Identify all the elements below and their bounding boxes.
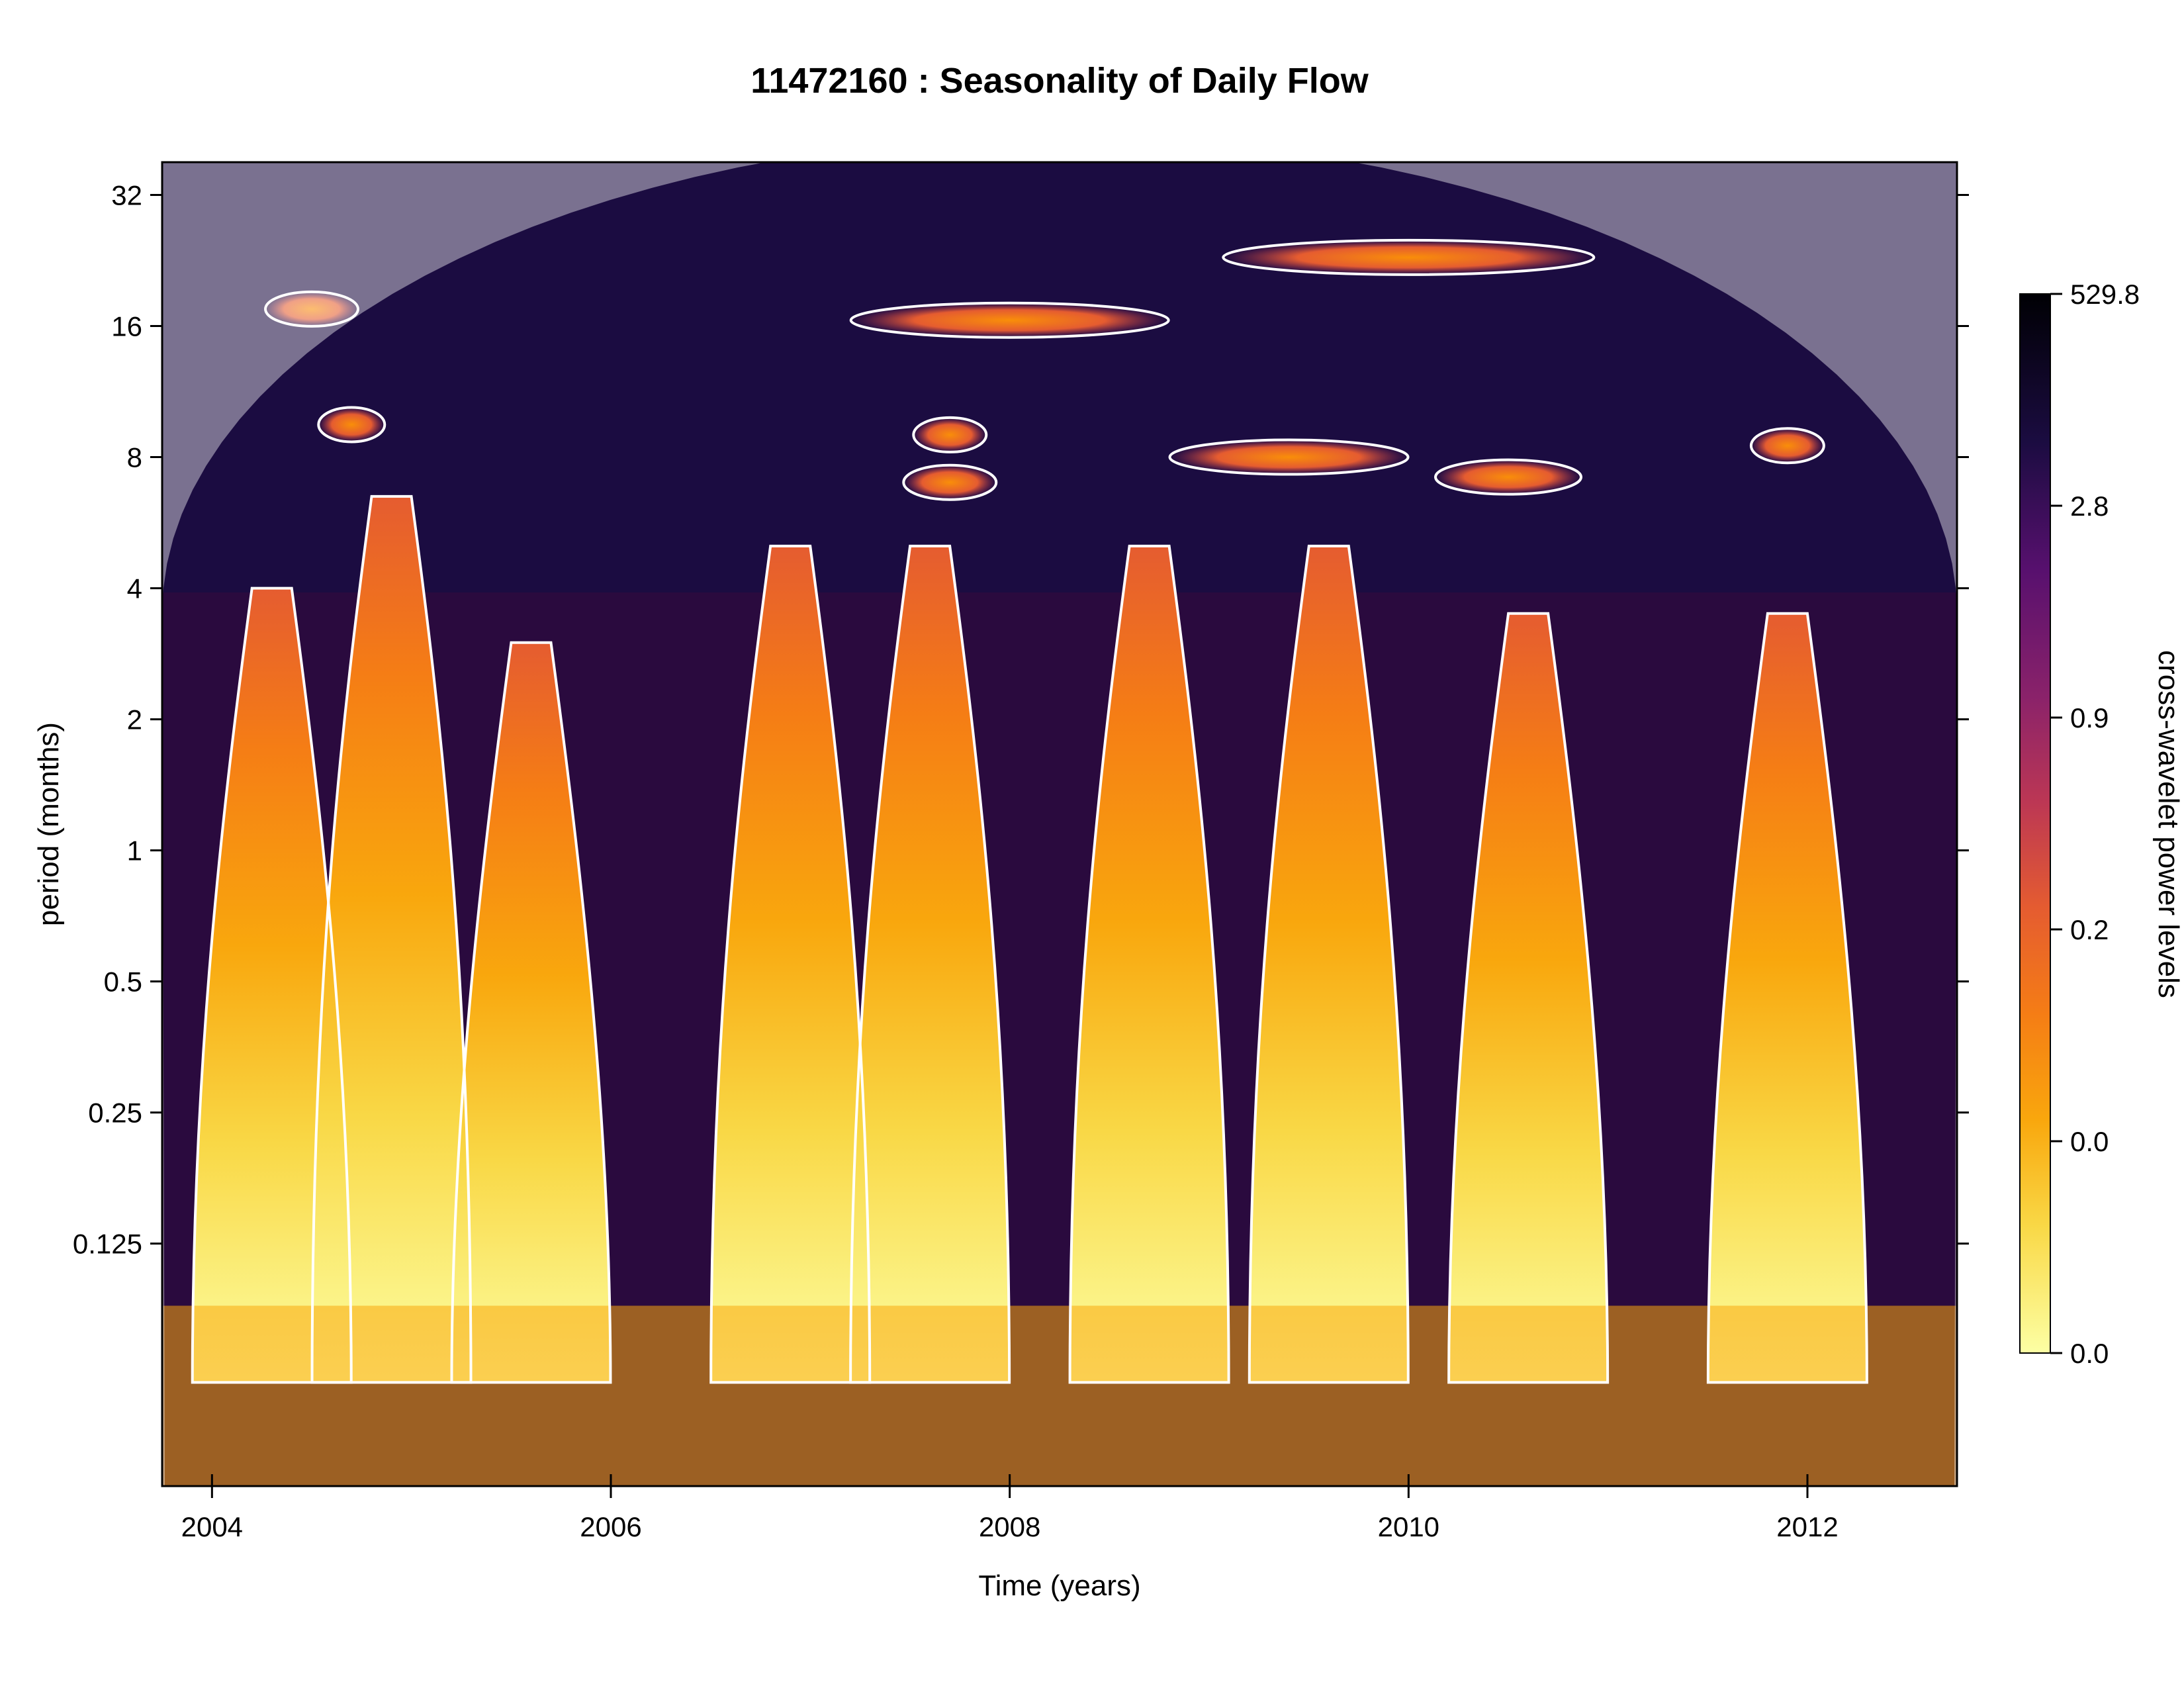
colorbar-tick-label: 0.2	[2070, 914, 2109, 945]
power-band-8	[1707, 613, 1867, 1383]
blob-4	[913, 417, 987, 452]
x-tick-label: 2008	[979, 1511, 1040, 1542]
blob-5	[903, 465, 997, 500]
cone-of-influence	[162, 162, 1957, 1486]
power-band-1	[312, 496, 471, 1383]
contour-7	[1447, 612, 1610, 1384]
colorbar-tick-label: 2.8	[2070, 491, 2109, 522]
blob-contour-7	[1749, 427, 1825, 465]
blob-contour-8	[1434, 458, 1582, 496]
contour-4	[849, 544, 1011, 1384]
x-tick-label: 2012	[1776, 1511, 1838, 1542]
colorbar-tick-label: 0.0	[2070, 1338, 2109, 1369]
blob-7	[1751, 428, 1824, 463]
power-band-5	[1069, 545, 1229, 1383]
blob-contour-0	[264, 290, 359, 328]
blob-contour-3	[317, 406, 387, 444]
y-tick-label: 2	[127, 704, 142, 735]
blob-contour-2	[1222, 238, 1596, 276]
contour-8	[1706, 612, 1868, 1384]
blob-6	[1169, 440, 1408, 475]
colorbar	[2019, 293, 2051, 1354]
chart-title: 11472160 : Seasonality of Daily Flow	[751, 61, 1369, 101]
plot-frame	[161, 161, 1958, 1487]
power-band-6	[1249, 545, 1408, 1383]
blob-8	[1435, 459, 1581, 494]
y-tick-label: 0.125	[73, 1229, 142, 1260]
blob-contour-1	[849, 301, 1170, 339]
y-tick-label: 32	[111, 180, 142, 211]
y-tick-label: 16	[111, 311, 142, 342]
blob-contour-4	[912, 416, 988, 453]
significance-contours	[191, 238, 1868, 1384]
high-period-blobs	[265, 240, 1824, 500]
colorbar-label: cross-wavelet power levels	[2152, 650, 2184, 998]
blob-contour-6	[1168, 438, 1410, 476]
y-tick-label: 8	[127, 442, 142, 473]
y-tick-label: 0.25	[88, 1098, 142, 1129]
x-axis: 2004 2006 2008 2010 2012	[181, 1474, 1839, 1542]
blob-1	[850, 303, 1169, 338]
contour-2	[450, 641, 612, 1384]
y-tick-label: 1	[127, 835, 142, 867]
y-tick-label: 0.5	[104, 966, 142, 998]
contour-5	[1068, 544, 1230, 1384]
x-axis-label: Time (years)	[978, 1570, 1140, 1602]
contour-6	[1248, 544, 1410, 1384]
colorbar-tick-label: 529.8	[2070, 279, 2140, 310]
blob-2	[1223, 240, 1594, 275]
colorbar-ticks: 529.8 2.8 0.9 0.2 0.0 0.0	[2050, 279, 2140, 1369]
power-band-2	[451, 642, 611, 1383]
colorbar-tick-label: 0.0	[2070, 1126, 2109, 1157]
power-band-0	[192, 588, 351, 1383]
heatmap-area	[162, 162, 1957, 1486]
y-axis: 0.125 0.25 0.5 1 2 4 8 16 32	[73, 180, 1969, 1260]
x-tick-label: 2010	[1378, 1511, 1439, 1542]
y-tick-label: 4	[127, 573, 142, 604]
blob-3	[318, 407, 385, 442]
x-tick-label: 2004	[181, 1511, 243, 1542]
power-bands	[162, 496, 1957, 1486]
blob-contour-5	[902, 463, 998, 501]
power-band-7	[1449, 613, 1608, 1383]
y-axis-label: period (months)	[32, 722, 65, 926]
power-band-4	[850, 545, 1010, 1383]
low-period-band	[162, 1305, 1957, 1486]
blob-0	[265, 291, 358, 326]
power-band-3	[711, 545, 870, 1383]
colorbar-tick-label: 0.9	[2070, 702, 2109, 733]
x-tick-label: 2006	[580, 1511, 641, 1542]
